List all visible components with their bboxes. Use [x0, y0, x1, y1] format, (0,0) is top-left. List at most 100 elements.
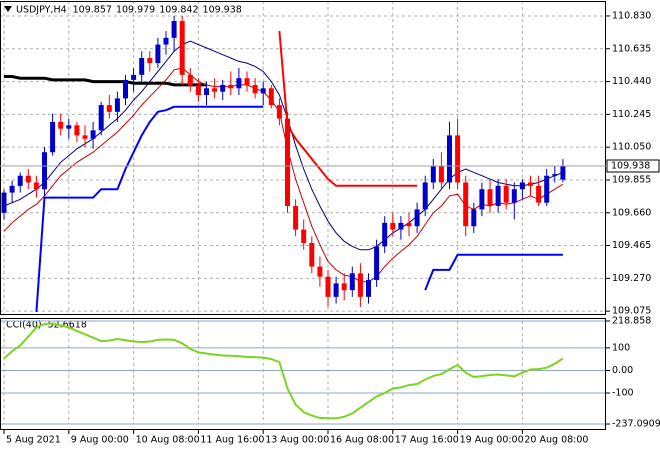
candle-body	[252, 84, 258, 94]
x-tick-label: 19 Aug 00:00	[460, 435, 524, 446]
indicator-tick-label: -237.0909	[612, 419, 660, 430]
candle-body	[528, 182, 533, 186]
candle-body	[503, 185, 509, 203]
x-tick-label: 16 Aug 08:00	[330, 435, 394, 446]
high-value: 109.979	[116, 5, 155, 16]
collapse-arrow	[4, 6, 12, 12]
y-tick-label: 110.245	[612, 109, 651, 120]
indicator-line	[278, 31, 418, 187]
candle-body	[90, 130, 96, 139]
candle-body	[147, 58, 153, 64]
candle-body	[463, 182, 469, 227]
candle-body	[212, 88, 218, 92]
candle-body	[536, 185, 542, 203]
candle-body	[114, 98, 120, 112]
x-tick-label: 9 Aug 00:00	[71, 435, 129, 446]
candle-body	[382, 222, 388, 247]
low-value: 109.842	[159, 5, 198, 16]
candle-body	[309, 243, 315, 267]
candle-body	[357, 273, 363, 297]
candle-body	[139, 58, 145, 75]
y-tick-label: 110.830	[612, 10, 651, 21]
candle-body	[195, 84, 201, 96]
candle-body	[430, 165, 436, 183]
candle-body	[236, 78, 242, 89]
candle-body	[50, 121, 56, 153]
candle-body	[398, 222, 404, 230]
candle-body	[495, 185, 501, 207]
candle-body	[66, 125, 72, 129]
candle-body	[98, 105, 104, 131]
candle-body	[301, 229, 307, 244]
y-tick-label: 110.440	[612, 76, 651, 87]
x-tick-label: 17 Aug 16:00	[395, 435, 459, 446]
candle-body	[276, 105, 282, 119]
grid	[0, 1, 606, 425]
candle-body	[220, 84, 226, 92]
open-value: 109.857	[73, 5, 112, 16]
x-tick-label: 5 Aug 2021	[6, 435, 61, 446]
candle-body	[260, 88, 266, 94]
y-tick-label: 109.270	[612, 273, 651, 284]
candle-body	[171, 21, 177, 38]
candle-body	[82, 135, 88, 139]
candle-body	[422, 182, 428, 210]
y-tick-label: 109.465	[612, 240, 651, 251]
indicator-line	[3, 67, 564, 283]
y-tick-label: 110.050	[612, 142, 651, 153]
candle-body	[552, 174, 558, 176]
candle-body	[374, 246, 380, 281]
indicator-line	[4, 75, 207, 87]
y-tick-label: 109.660	[612, 207, 651, 218]
candle-body	[341, 283, 347, 291]
y-tick-label: 109.075	[612, 306, 651, 317]
candle-body	[471, 209, 477, 227]
x-tick-label: 20 Aug 08:00	[524, 435, 588, 446]
candle-body	[560, 165, 566, 180]
x-tick-label: 11 Aug 16:00	[200, 435, 264, 446]
chart-title: USDJPY,H4	[16, 5, 67, 16]
candle-body	[131, 74, 137, 80]
candle-body	[438, 165, 444, 183]
main-frame	[0, 1, 606, 315]
cci-line	[3, 322, 564, 420]
candle-body	[293, 206, 299, 230]
candle-body	[455, 135, 461, 183]
candle-body	[366, 280, 371, 297]
x-tick-label: 10 Aug 08:00	[136, 435, 200, 446]
indicator-tick-label: -100	[612, 388, 634, 399]
candle-body	[390, 222, 396, 230]
candle-body	[228, 84, 234, 89]
candle-body	[155, 44, 161, 64]
current-price-box	[606, 159, 660, 173]
candle-body	[1, 192, 7, 213]
indicator-frame	[0, 318, 606, 430]
candle-body	[74, 125, 80, 136]
candle-body	[325, 276, 331, 297]
candle-body	[519, 182, 525, 190]
candle-body	[544, 175, 550, 203]
y-tick-label: 110.635	[612, 43, 651, 54]
candle-body	[479, 189, 485, 210]
candle-body	[106, 105, 112, 112]
candle-body	[511, 189, 517, 203]
indicator-tick-label: 218.858	[612, 316, 651, 327]
candle-body	[179, 21, 185, 75]
candle-body	[285, 118, 290, 207]
candle-body	[349, 273, 355, 291]
candle-body	[25, 175, 31, 183]
current-price-label: 109.938	[611, 160, 650, 171]
candle-body	[268, 88, 274, 106]
candle-body	[58, 121, 64, 129]
candle-body	[244, 78, 250, 85]
candle-body	[406, 222, 412, 227]
candle-body	[187, 74, 193, 85]
candle-body	[414, 209, 420, 227]
candle-body	[9, 185, 15, 193]
candle-body	[333, 283, 339, 297]
indicator-line	[3, 40, 564, 251]
candle-body	[163, 37, 169, 45]
candle-body	[447, 135, 452, 183]
indicator-tick-label: 100	[612, 342, 630, 353]
